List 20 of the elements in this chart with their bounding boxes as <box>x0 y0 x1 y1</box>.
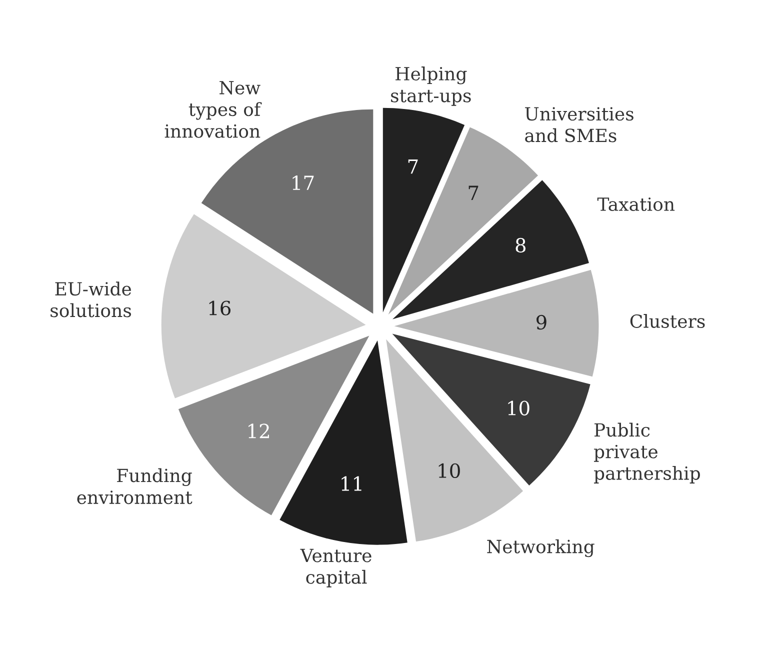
data-label: 9 <box>536 314 546 330</box>
data-label: 16 <box>209 300 231 316</box>
slice-label: Public private partnership <box>594 422 700 484</box>
data-label: 10 <box>508 400 530 416</box>
slice-label: Clusters <box>630 314 705 328</box>
data-label: 10 <box>438 463 460 478</box>
data-label: 8 <box>516 238 526 253</box>
slice-label: Taxation <box>597 197 675 212</box>
data-label: 7 <box>408 159 418 174</box>
slice-label: Funding environment <box>77 468 192 504</box>
data-label: 11 <box>342 476 362 491</box>
data-label: 12 <box>248 424 269 438</box>
slice-label: Universities and SMEs <box>525 107 634 142</box>
slice-label: Networking <box>487 539 594 558</box>
data-label: 17 <box>292 175 314 190</box>
slice-label: Helping start-ups <box>391 66 471 106</box>
data-label: 7 <box>468 186 478 200</box>
slice-label: Venture capital <box>300 548 372 588</box>
slice-label: New types of innovation <box>164 81 262 138</box>
slice-label: EU-wide solutions <box>50 282 132 318</box>
